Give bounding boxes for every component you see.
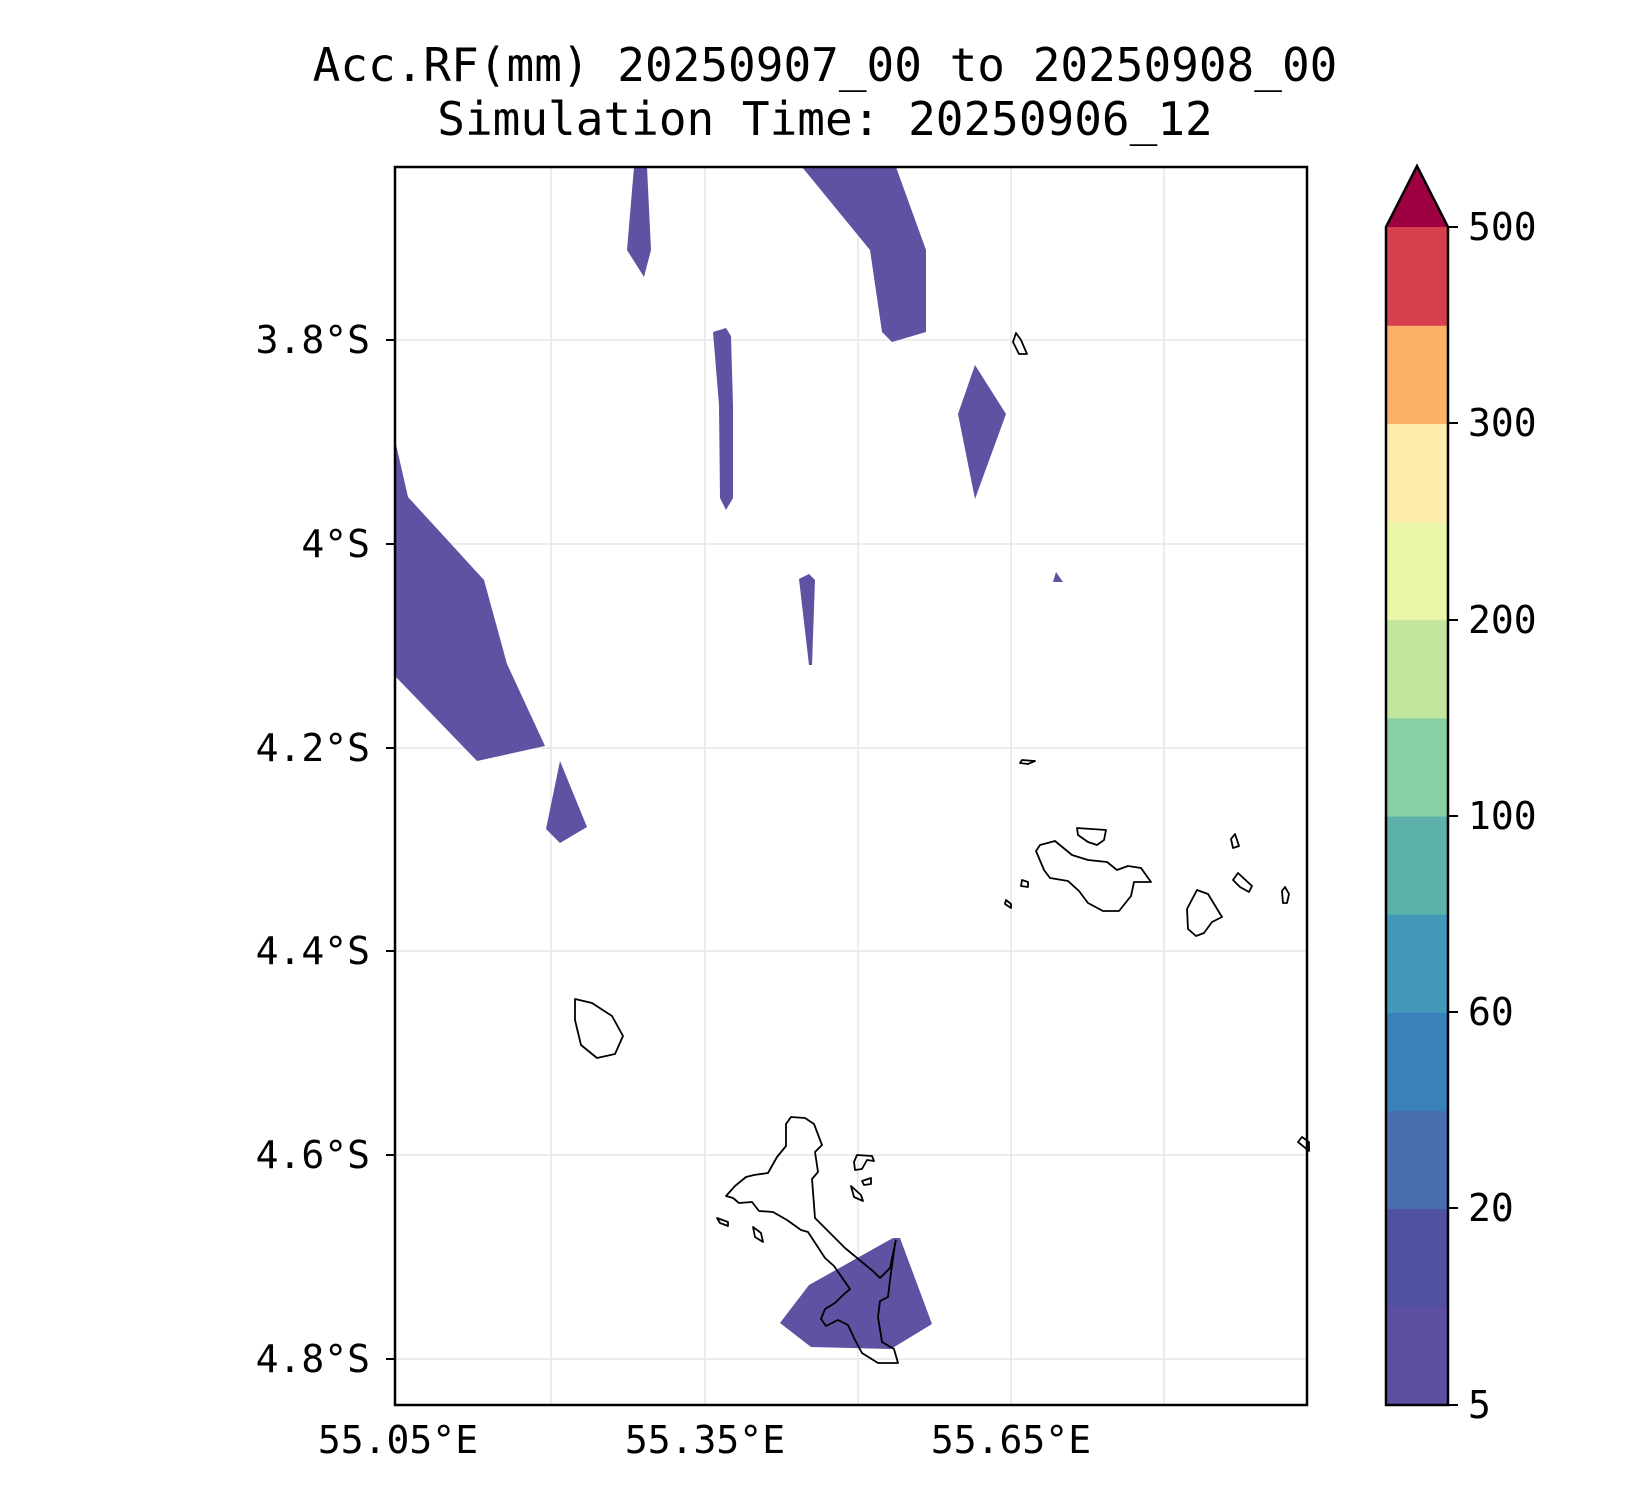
coastline-island: [850, 1185, 864, 1202]
colorbar-segment: [1386, 1208, 1448, 1308]
lat-label: 4.2°S: [255, 726, 370, 770]
colorbar-label: 5: [1468, 1383, 1491, 1427]
colorbar-segment: [1386, 1306, 1448, 1406]
lat-label: 4.6°S: [255, 1133, 370, 1177]
colorbar-segment: [1386, 227, 1448, 326]
rain-region: [627, 167, 651, 277]
rainfall-regions: [395, 167, 1063, 1349]
map-title-line2: Simulation Time: 20250906_12: [437, 92, 1213, 146]
colorbar-extend-triangle: [1386, 166, 1448, 227]
colorbar-label: 100: [1468, 794, 1537, 838]
rain-region: [713, 328, 733, 510]
coastline-island: [716, 1217, 729, 1227]
coastline-island: [1012, 332, 1028, 355]
colorbar-label: 300: [1468, 401, 1537, 445]
coastline-island: [1020, 879, 1029, 888]
lat-label: 4.8°S: [255, 1337, 370, 1381]
colorbar-label: 20: [1468, 1186, 1514, 1230]
rain-region: [958, 365, 1006, 499]
gridlines: [395, 167, 1307, 1405]
colorbar-segment: [1386, 521, 1448, 621]
colorbar-segment: [1386, 619, 1448, 719]
coastline-island: [1230, 833, 1240, 849]
lat-label: 4.4°S: [255, 929, 370, 973]
colorbar: [1384, 163, 1458, 1407]
rain-region: [802, 167, 926, 342]
coastline-island: [1076, 827, 1107, 846]
lat-label: 4°S: [301, 522, 370, 566]
coastline-island: [725, 1116, 899, 1364]
coastline-island: [1281, 886, 1290, 904]
colorbar-outline: [1384, 163, 1450, 1407]
rain-region: [395, 440, 545, 761]
colorbar-segment: [1386, 423, 1448, 523]
colorbar-segment: [1386, 816, 1448, 915]
coastline-island: [1186, 889, 1223, 937]
colorbar-label: 200: [1468, 598, 1537, 642]
lat-label: 3.8°S: [255, 318, 370, 362]
coastline-island: [861, 1177, 872, 1186]
rain-region: [546, 761, 587, 843]
rain-region: [799, 574, 815, 665]
lon-label: 55.65°E: [930, 1418, 1092, 1462]
axis-ticks: [386, 339, 395, 1360]
coastline-island: [853, 1154, 875, 1171]
coastline-island: [574, 998, 624, 1059]
coastline-island: [1004, 899, 1012, 909]
colorbar-segment: [1386, 325, 1448, 424]
rain-region: [780, 1238, 932, 1349]
colorbar-segment: [1386, 914, 1448, 1013]
coastlines: [574, 332, 1310, 1364]
map-frame: [393, 165, 1309, 1407]
coastline-island: [1232, 872, 1253, 893]
coastline-island: [1019, 759, 1036, 765]
colorbar-segment: [1386, 1110, 1448, 1210]
coastline-island: [752, 1226, 764, 1243]
lon-label: 55.35°E: [624, 1418, 786, 1462]
map-title-line1: Acc.RF(mm) 20250907_00 to 20250908_00: [312, 38, 1338, 92]
colorbar-label: 60: [1468, 990, 1514, 1034]
rain-region: [1053, 572, 1063, 582]
colorbar-segment: [1386, 1012, 1448, 1112]
lon-label: 55.05°E: [317, 1418, 479, 1462]
coastline-island: [1035, 840, 1152, 912]
colorbar-segment: [1386, 717, 1448, 817]
colorbar-label: 500: [1468, 205, 1537, 249]
